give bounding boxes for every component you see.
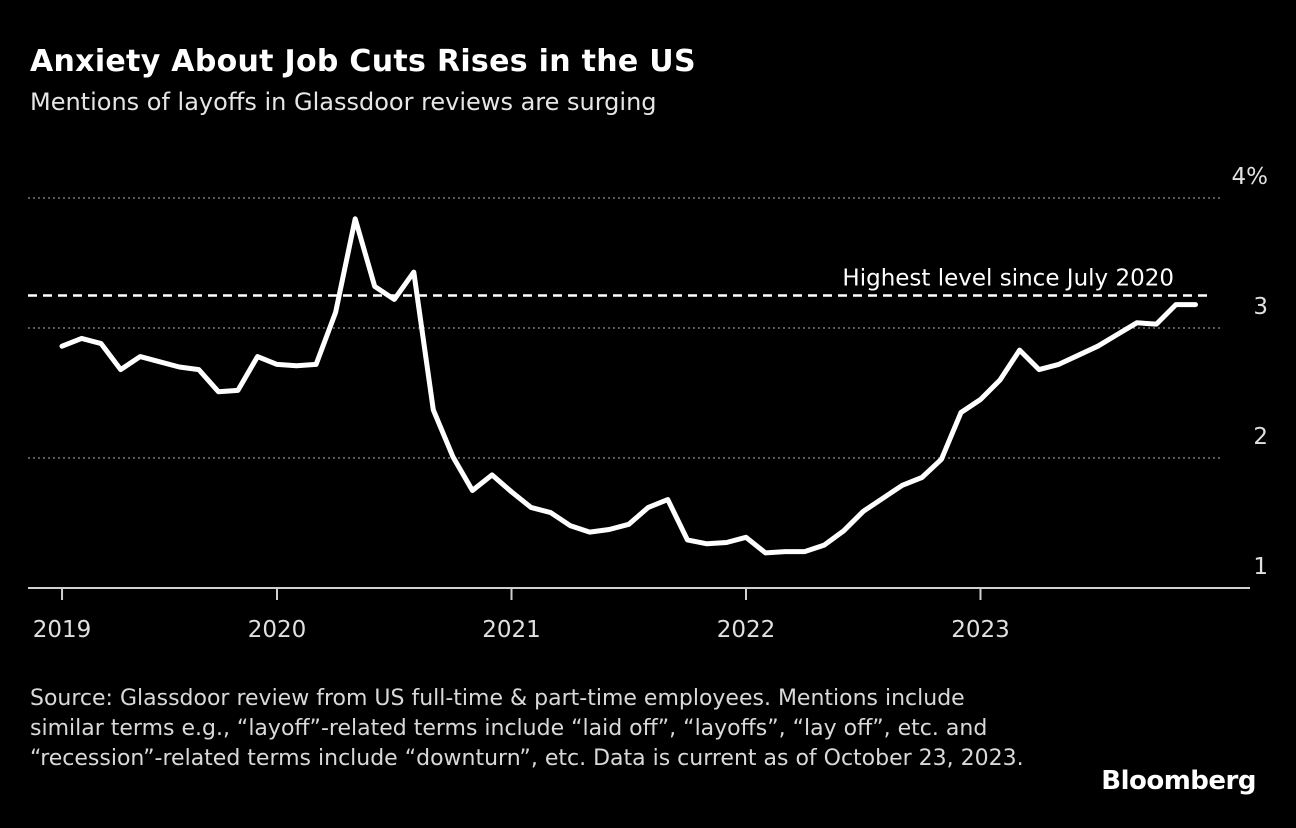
y-tick-label: 1 <box>1253 554 1268 580</box>
y-tick-label: 2 <box>1253 424 1268 450</box>
x-tick-label: 2021 <box>482 617 541 643</box>
x-tick-label: 2020 <box>248 617 307 643</box>
y-tick-label: 4% <box>1232 164 1269 190</box>
chart-title: Anxiety About Job Cuts Rises in the US <box>30 44 696 79</box>
bloomberg-logo: Bloomberg <box>1101 766 1256 796</box>
source-note: Source: Glassdoor review from US full-ti… <box>30 686 1024 771</box>
y-tick-label: 3 <box>1253 294 1268 320</box>
annotation-label: Highest level since July 2020 <box>842 266 1174 292</box>
x-tick-label: 2023 <box>951 617 1010 643</box>
x-tick-label: 2019 <box>33 617 92 643</box>
x-tick-label: 2022 <box>717 617 776 643</box>
chart-subtitle: Mentions of layoffs in Glassdoor reviews… <box>30 88 657 116</box>
